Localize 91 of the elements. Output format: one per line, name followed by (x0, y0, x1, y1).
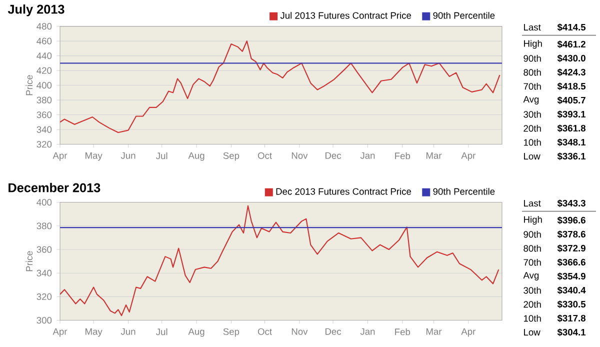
chart-title: July 2013 (8, 4, 64, 16)
y-tick-label: 380 (36, 96, 52, 104)
y-tick-label: 320 (36, 140, 52, 148)
x-tick-label: Nov (292, 152, 308, 159)
text: Avg (523, 272, 539, 280)
x-tick-label: May (86, 328, 102, 337)
x-tick-label: Aug (188, 328, 204, 337)
x-tick-label: Feb (395, 328, 410, 336)
x-tick-label: Dec (326, 152, 342, 159)
text: Last (524, 24, 541, 30)
text: $396.6 (557, 216, 586, 224)
x-tick-label: Jun (120, 328, 136, 335)
text: $340.4 (557, 286, 586, 294)
y-tick-label: 300 (36, 316, 52, 324)
text: $366.6 (557, 258, 586, 266)
legend-label: 90th Percentile (433, 12, 495, 19)
text: $317.8 (557, 314, 586, 322)
x-tick-label: Jan (360, 152, 375, 159)
text: Avg (523, 96, 539, 104)
x-tick-label: Mar (426, 328, 442, 335)
text: 80th (524, 68, 541, 76)
text: 70th (524, 258, 541, 266)
x-tick-label: Apr (52, 152, 68, 161)
text: $330.5 (557, 300, 586, 308)
text: High (524, 40, 542, 49)
y-axis-title: Price (26, 250, 33, 272)
y-tick-label: 360 (36, 246, 52, 253)
line-series (60, 40, 500, 133)
y-tick-label: 460 (36, 38, 52, 44)
text: 30th (524, 286, 541, 294)
text: 90th (524, 54, 541, 62)
y-tick-label: 380 (36, 222, 52, 230)
legend-label: Dec 2013 Futures Contract Price (276, 188, 412, 195)
y-tick-label: 440 (36, 52, 52, 59)
legend-label: 90th Percentile (433, 188, 495, 195)
text: Low (524, 328, 540, 336)
x-tick-label: Jul (156, 152, 168, 160)
legend-label: Jul 2013 Futures Contract Price (280, 12, 412, 19)
text: Last (524, 200, 541, 206)
text: $461.2 (557, 40, 586, 48)
x-tick-label: Feb (395, 152, 410, 160)
x-tick-label: Sep (223, 328, 240, 337)
x-tick-label: Dec (326, 328, 342, 335)
text: $378.6 (557, 230, 586, 238)
x-tick-label: Nov (292, 328, 308, 335)
x-tick-label: Jul (156, 328, 168, 336)
x-tick-label: Apr (52, 328, 68, 337)
x-tick-label: Jan (360, 328, 375, 335)
text: $343.3 (557, 199, 586, 207)
text: $361.8 (557, 124, 586, 132)
y-axis-title: Price (26, 74, 33, 96)
x-tick-label: Apr (461, 328, 476, 337)
text: 20th (524, 300, 541, 308)
x-tick-label: Aug (188, 152, 204, 161)
y-tick-label: 480 (36, 22, 52, 30)
x-tick-label: Apr (461, 152, 476, 161)
y-tick-label: 400 (36, 82, 52, 88)
text: 10th (524, 314, 541, 322)
text: $414.5 (557, 23, 586, 31)
y-tick-label: 420 (36, 67, 52, 74)
x-tick-label: Oct (258, 152, 272, 159)
line-series (60, 205, 500, 316)
text: $304.1 (557, 328, 586, 336)
x-tick-label: Oct (258, 328, 272, 335)
text: Low (524, 152, 540, 160)
text: 30th (524, 110, 541, 118)
text: $418.5 (557, 82, 586, 90)
x-tick-label: Sep (223, 152, 240, 161)
text: $393.1 (557, 110, 586, 118)
text: 80th (524, 244, 541, 252)
text: 70th (524, 82, 541, 90)
text: $430.0 (557, 54, 586, 62)
text: $354.9 (557, 272, 586, 280)
text: 10th (524, 138, 541, 146)
y-tick-label: 320 (36, 293, 52, 300)
text: 20th (524, 124, 541, 132)
text: $372.9 (557, 244, 586, 252)
x-tick-label: Jun (120, 152, 136, 159)
text: High (524, 216, 542, 225)
x-tick-label: Mar (426, 152, 442, 159)
y-tick-label: 340 (36, 270, 52, 276)
y-tick-label: 360 (36, 111, 52, 118)
text: $405.7 (557, 96, 586, 104)
text: 90th (524, 230, 541, 238)
text: $348.1 (557, 138, 586, 146)
y-tick-label: 340 (36, 126, 52, 133)
text: $336.1 (557, 152, 586, 160)
y-tick-label: 400 (36, 198, 52, 206)
text: $424.3 (557, 68, 586, 76)
x-tick-label: May (86, 152, 102, 161)
chart-title: December 2013 (8, 182, 100, 192)
